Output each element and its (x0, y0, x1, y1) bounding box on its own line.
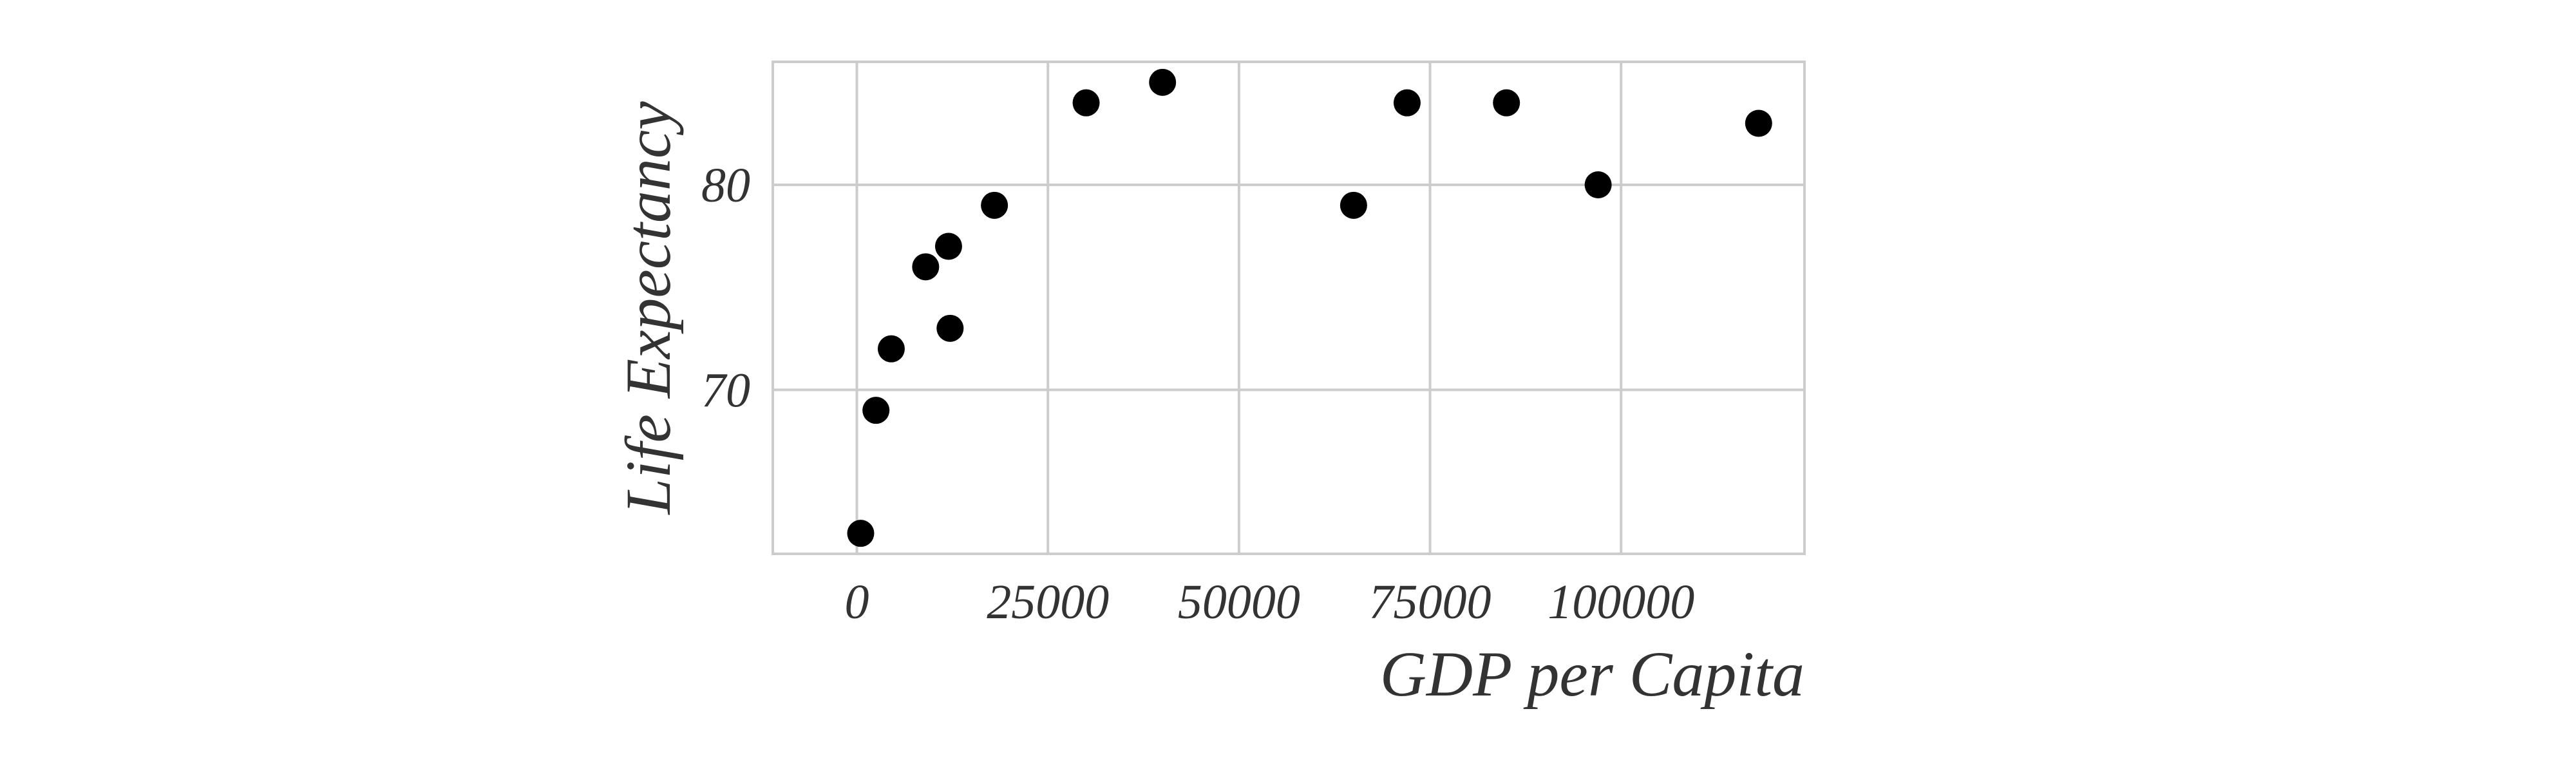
data-point (1493, 89, 1520, 117)
x-tick-label: 25000 (987, 575, 1109, 629)
data-point (1149, 68, 1177, 96)
x-tick-label: 50000 (1178, 575, 1300, 629)
y-tick-label: 70 (701, 363, 750, 417)
data-point (934, 232, 962, 260)
x-tick-label: 75000 (1369, 575, 1492, 629)
data-point (912, 253, 940, 281)
data-point (847, 520, 875, 547)
x-tick-label: 100000 (1548, 575, 1694, 629)
x-axis-label: GDP per Capita (1380, 638, 1804, 710)
data-point (1393, 89, 1421, 117)
data-point (981, 191, 1009, 219)
y-tick-label: 80 (701, 158, 750, 213)
data-point (1745, 109, 1772, 137)
y-axis-label: Life Expectancy (612, 101, 684, 516)
data-points (847, 68, 1772, 547)
data-point (1584, 171, 1612, 198)
data-point (1072, 89, 1100, 117)
data-point (936, 314, 964, 342)
data-point (1340, 191, 1367, 219)
grid (773, 62, 1804, 554)
data-point (862, 397, 890, 424)
tick-labels: 0 25000 50000 75000 100000 70 80 (701, 158, 1694, 629)
x-tick-label: 0 (845, 575, 869, 629)
plot-frame (772, 61, 1806, 555)
data-point (877, 335, 905, 363)
